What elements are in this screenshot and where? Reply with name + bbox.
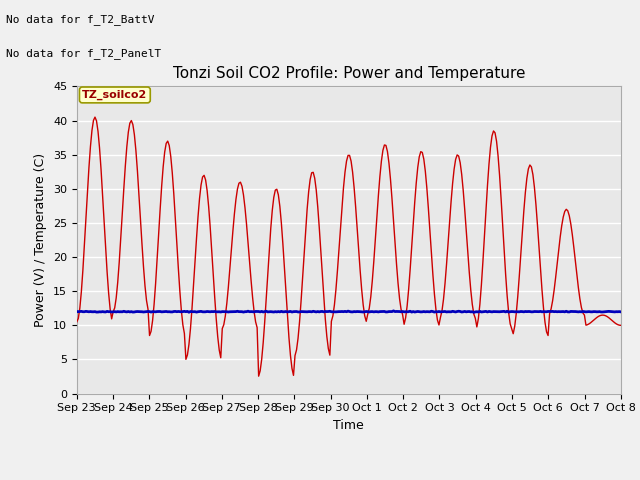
Y-axis label: Power (V) / Temperature (C): Power (V) / Temperature (C) — [35, 153, 47, 327]
Text: TZ_soilco2: TZ_soilco2 — [82, 90, 147, 100]
Text: No data for f_T2_PanelT: No data for f_T2_PanelT — [6, 48, 162, 59]
X-axis label: Time: Time — [333, 419, 364, 432]
Title: Tonzi Soil CO2 Profile: Power and Temperature: Tonzi Soil CO2 Profile: Power and Temper… — [173, 66, 525, 81]
Text: No data for f_T2_BattV: No data for f_T2_BattV — [6, 14, 155, 25]
